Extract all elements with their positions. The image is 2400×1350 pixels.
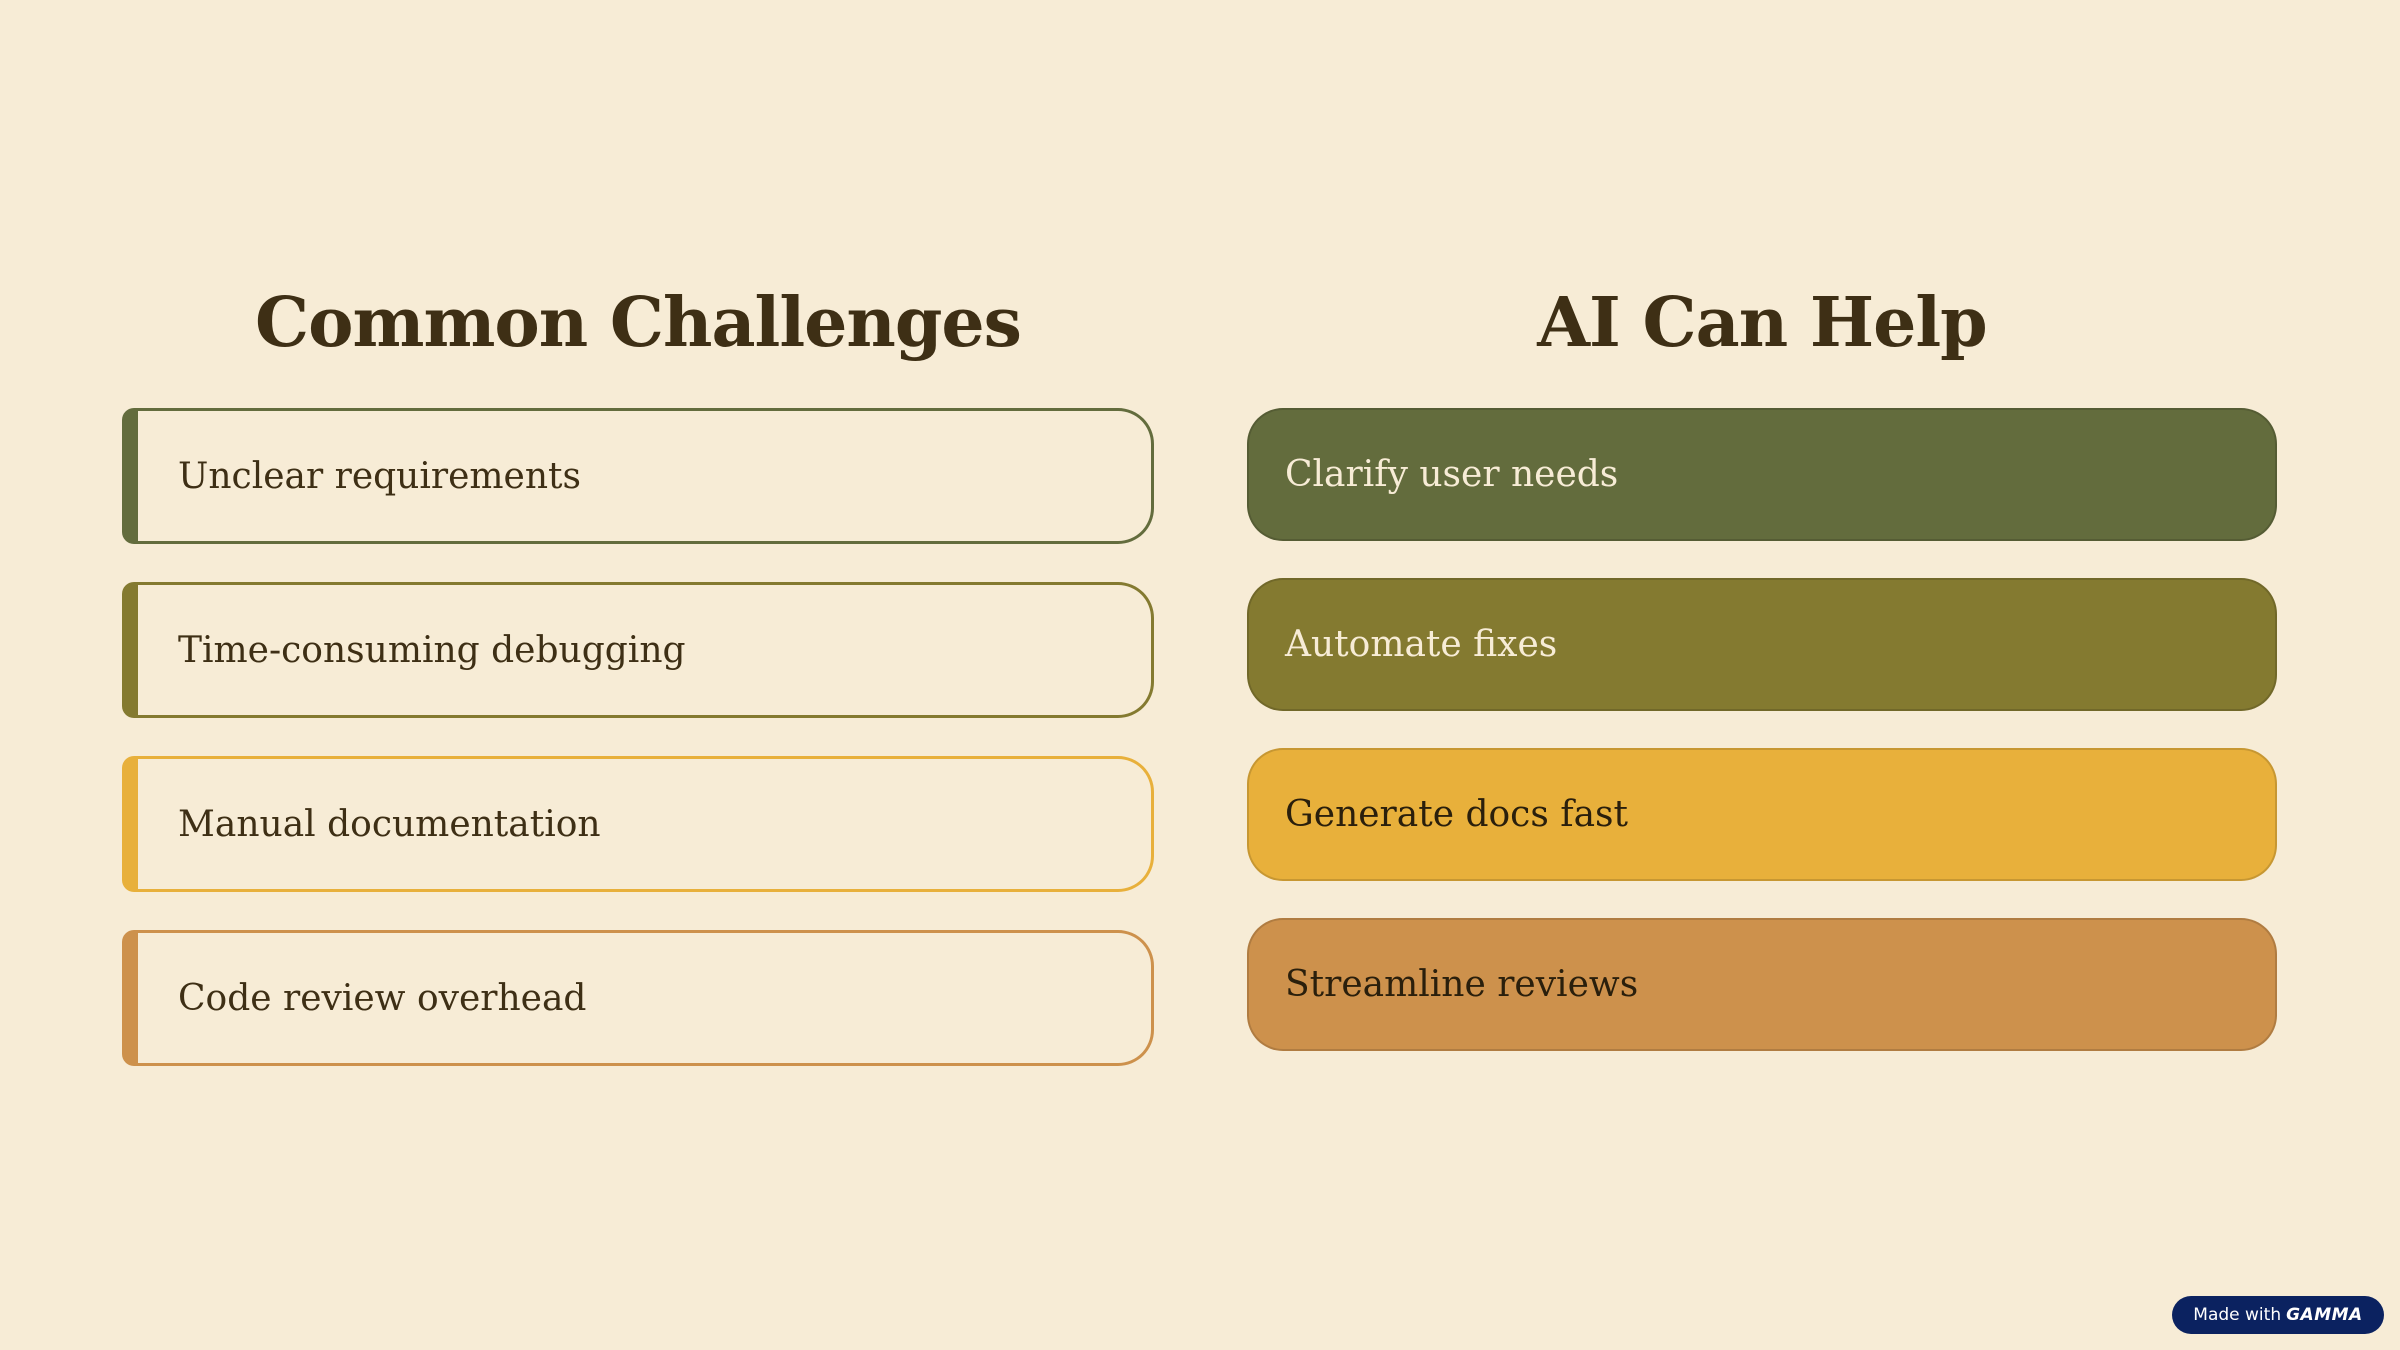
help-label: Generate docs fast (1285, 794, 1628, 835)
ai-help-title: AI Can Help (1537, 283, 1987, 363)
challenge-label: Time-consuming debugging (178, 629, 686, 671)
help-label: Streamline reviews (1285, 964, 1639, 1005)
challenge-item-documentation: Manual documentation (122, 756, 1154, 892)
help-label: Clarify user needs (1285, 454, 1619, 495)
help-item-streamline-reviews: Streamline reviews (1247, 918, 2277, 1051)
challenge-item-debugging: Time-consuming debugging (122, 582, 1154, 718)
help-item-generate-docs: Generate docs fast (1247, 748, 2277, 881)
challenges-title: Common Challenges (255, 283, 1022, 363)
challenge-label: Unclear requirements (178, 455, 581, 497)
challenge-item-unclear-requirements: Unclear requirements (122, 408, 1154, 544)
challenge-label: Code review overhead (178, 977, 587, 1019)
help-item-automate-fixes: Automate fixes (1247, 578, 2277, 711)
help-label: Automate fixes (1285, 624, 1558, 665)
challenge-item-code-review: Code review overhead (122, 930, 1154, 1066)
help-item-clarify-needs: Clarify user needs (1247, 408, 2277, 541)
made-with-gamma-badge[interactable]: Made with GAMMA (2172, 1296, 2384, 1334)
challenge-label: Manual documentation (178, 803, 601, 845)
badge-prefix: Made with (2193, 1305, 2282, 1325)
gamma-logo: GAMMA (2286, 1305, 2363, 1325)
